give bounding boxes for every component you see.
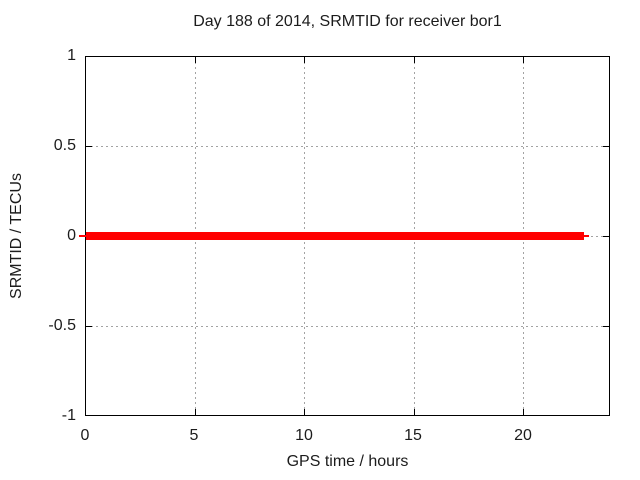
y-tick-label-1: 1 — [67, 47, 76, 64]
y-tick-label-0: 0 — [67, 227, 76, 244]
x-tick-top-20 — [523, 57, 524, 63]
y-tick-right-0 — [603, 236, 609, 237]
y-tick-label-0p5: 0.5 — [53, 137, 76, 154]
chart-title: Day 188 of 2014, SRMTID for receiver bor… — [193, 13, 502, 30]
x-tick-bottom-20 — [523, 409, 524, 415]
x-tick-label-5: 5 — [189, 427, 199, 444]
y-tick-label-m1: -1 — [61, 407, 76, 424]
x-tick-bottom-5 — [195, 409, 196, 415]
y-tick-right-0p5 — [603, 146, 609, 147]
gridline-y-0p5 — [86, 146, 609, 147]
x-tick-label-15: 15 — [404, 427, 422, 444]
x-tick-bottom-10 — [304, 409, 305, 415]
x-tick-top-10 — [304, 57, 305, 63]
x-tick-label-10: 10 — [295, 427, 313, 444]
x-tick-top-5 — [195, 57, 196, 63]
x-tick-label-0: 0 — [80, 427, 90, 444]
x-axis-title: GPS time / hours — [286, 453, 409, 470]
x-tick-bottom-15 — [414, 409, 415, 415]
gridline-y-m0p5 — [86, 326, 609, 327]
y-tick-right-m0p5 — [603, 326, 609, 327]
y-tick-left-0p5 — [86, 146, 92, 147]
series-srmtid-line — [86, 232, 584, 240]
plot-area — [79, 56, 610, 416]
x-tick-top-15 — [414, 57, 415, 63]
y-tick-left-m0p5 — [86, 326, 92, 327]
y-tick-label-m0p5: -0.5 — [48, 317, 76, 334]
x-tick-label-20: 20 — [514, 427, 532, 444]
